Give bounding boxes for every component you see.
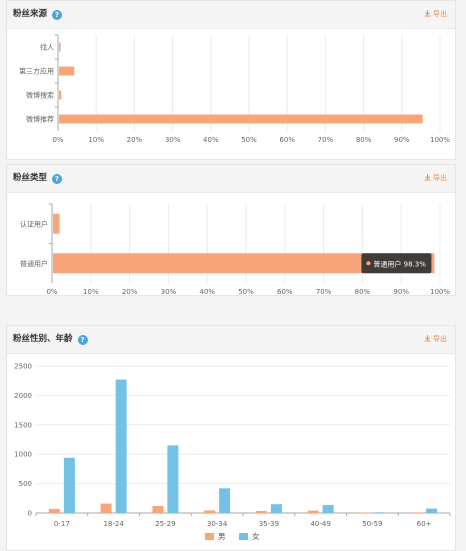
category-label: 35-39 <box>259 520 279 528</box>
fan-gender-age-panel: 粉丝性别、年龄? 导出 0 500 1000 1500 2000 2500 0-17 18-2… <box>6 325 456 551</box>
x-tick-label: 100% <box>430 136 450 144</box>
panel-title: 粉丝性别、年龄 <box>13 334 73 344</box>
bar <box>152 505 164 513</box>
export-button[interactable]: 导出 <box>424 8 447 20</box>
help-icon[interactable]: ? <box>52 10 63 20</box>
category-label: 普通用户 <box>20 259 48 268</box>
help-icon[interactable]: ? <box>52 174 63 184</box>
bar <box>59 114 423 124</box>
legend-label: 男 <box>218 532 226 541</box>
bar <box>53 213 60 234</box>
fan-source-panel: 粉丝来源? 导出 0% 10% 20% 30% 40% 50% 60% 70% 80% 90% 10… <box>6 0 456 160</box>
x-tick-label: 100% <box>430 288 450 295</box>
x-tick-label: 70% <box>316 288 332 295</box>
legend-label: 女 <box>252 531 260 541</box>
bar <box>167 445 179 513</box>
category-label: 第三方应用 <box>19 67 54 76</box>
bar <box>59 90 62 100</box>
legend-swatch <box>239 533 248 540</box>
x-tick-label: 40% <box>203 136 219 144</box>
category-label: 0-17 <box>54 520 70 528</box>
bar <box>100 503 112 513</box>
category-label: 25-29 <box>155 520 175 528</box>
y-tick-label: 1500 <box>14 421 32 429</box>
x-tick-label: 20% <box>122 288 138 295</box>
bar <box>204 510 216 513</box>
category-label: 60+ <box>417 520 432 528</box>
bar <box>255 510 267 513</box>
category-label: 18-24 <box>103 520 124 528</box>
bar <box>307 510 319 513</box>
tooltip-label: 普通用户 98.3% <box>373 259 426 268</box>
export-label: 导出 <box>433 10 447 18</box>
download-icon <box>424 10 431 17</box>
category-label: 30-34 <box>207 520 228 528</box>
panel-title: 粉丝类型 <box>13 173 48 183</box>
bar <box>374 512 386 513</box>
fan-gender-age-chart: 0 500 1000 1500 2000 2500 0-17 18-24 25-29 30-34 3… <box>14 363 451 541</box>
bar <box>48 508 60 513</box>
x-tick-label: 90% <box>394 136 410 144</box>
fan-type-chart: 0% 10% 20% 30% 40% 50% 60% 70% 80% 90% 100% 认证用户普通用… <box>20 203 450 295</box>
x-tick-label: 50% <box>238 288 254 295</box>
y-tick-label: 2500 <box>14 363 32 371</box>
bar <box>411 512 423 513</box>
x-tick-label: 50% <box>241 136 257 144</box>
x-tick-label: 60% <box>279 136 295 144</box>
category-label: 认证用户 <box>20 219 48 228</box>
y-tick-label: 1000 <box>14 451 32 459</box>
category-label: 找人 <box>40 43 54 52</box>
x-tick-label: 40% <box>199 288 215 295</box>
x-tick-label: 30% <box>161 288 177 295</box>
bar <box>426 508 438 513</box>
x-tick-label: 10% <box>88 136 104 144</box>
export-label: 导出 <box>433 174 447 182</box>
panel-header: 粉丝来源? 导出 <box>7 1 455 29</box>
panel-title: 粉丝来源 <box>13 9 48 19</box>
tooltip: 普通用户 98.3% <box>361 253 432 274</box>
tooltip-marker <box>366 261 371 266</box>
panel-header: 粉丝性别、年龄? 导出 <box>7 326 455 354</box>
x-tick-label: 60% <box>277 288 293 295</box>
bar <box>322 505 334 513</box>
category-label: 50-59 <box>362 520 382 528</box>
category-label: 微博搜索 <box>26 91 54 100</box>
category-label: 微博推荐 <box>26 115 54 124</box>
bar <box>115 379 127 513</box>
tooltip-box <box>361 253 432 274</box>
y-tick-label: 500 <box>19 480 32 488</box>
x-tick-label: 0% <box>46 288 57 295</box>
x-tick-label: 70% <box>318 136 334 144</box>
bar <box>59 66 75 76</box>
export-label: 导出 <box>433 335 447 343</box>
download-icon <box>424 174 431 181</box>
x-tick-label: 30% <box>165 136 181 144</box>
bar <box>63 457 75 513</box>
fan-source-chart: 0% 10% 20% 30% 40% 50% 60% 70% 80% 90% 100% 找人第三方应用… <box>19 34 450 144</box>
fan-type-panel: 粉丝类型? 导出 0% 10% 20% 30% 40% 50% 60% 70% 80% 90% 10… <box>6 164 456 296</box>
export-button[interactable]: 导出 <box>424 333 447 345</box>
bar <box>270 504 282 513</box>
y-tick-label: 0 <box>28 510 32 518</box>
panel-header: 粉丝类型? 导出 <box>7 165 455 193</box>
bar <box>53 253 435 274</box>
bar <box>219 488 231 513</box>
x-tick-label: 80% <box>355 288 371 295</box>
bar <box>59 42 61 52</box>
x-tick-label: 0% <box>52 136 63 144</box>
legend-swatch <box>205 533 214 540</box>
category-label: 40-49 <box>310 520 330 528</box>
download-icon <box>424 335 431 342</box>
help-icon[interactable]: ? <box>77 335 88 345</box>
y-tick-label: 2000 <box>14 392 32 400</box>
x-tick-label: 90% <box>393 288 409 295</box>
export-button[interactable]: 导出 <box>424 172 447 184</box>
x-tick-label: 20% <box>127 136 143 144</box>
x-tick-label: 10% <box>83 288 99 295</box>
x-tick-label: 80% <box>356 136 372 144</box>
